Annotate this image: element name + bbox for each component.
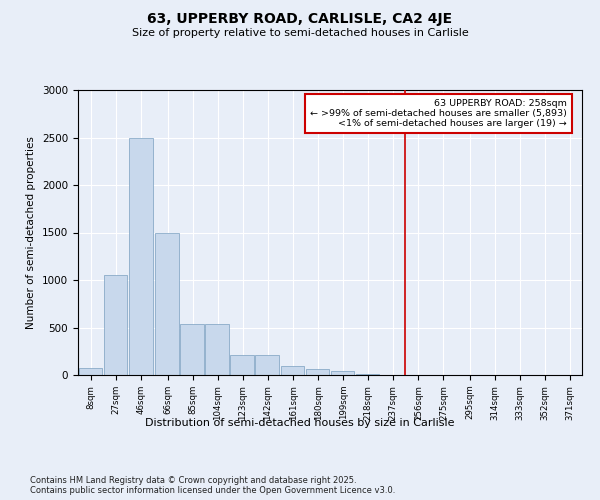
Text: 63 UPPERBY ROAD: 258sqm
← >99% of semi-detached houses are smaller (5,893)
<1% o: 63 UPPERBY ROAD: 258sqm ← >99% of semi-d…	[310, 98, 567, 128]
Text: Contains HM Land Registry data © Crown copyright and database right 2025.
Contai: Contains HM Land Registry data © Crown c…	[30, 476, 395, 495]
Bar	[281, 366, 304, 375]
Bar	[180, 324, 204, 375]
Text: Distribution of semi-detached houses by size in Carlisle: Distribution of semi-detached houses by …	[145, 418, 455, 428]
Bar	[129, 138, 152, 375]
Text: 63, UPPERBY ROAD, CARLISLE, CA2 4JE: 63, UPPERBY ROAD, CARLISLE, CA2 4JE	[148, 12, 452, 26]
Bar	[155, 232, 179, 375]
Y-axis label: Number of semi-detached properties: Number of semi-detached properties	[26, 136, 37, 329]
Bar	[305, 370, 329, 375]
Bar	[230, 355, 254, 375]
Bar	[79, 368, 103, 375]
Text: Size of property relative to semi-detached houses in Carlisle: Size of property relative to semi-detach…	[131, 28, 469, 38]
Bar	[331, 371, 355, 375]
Bar	[205, 324, 229, 375]
Bar	[256, 355, 279, 375]
Bar	[356, 374, 379, 375]
Bar	[104, 275, 127, 375]
